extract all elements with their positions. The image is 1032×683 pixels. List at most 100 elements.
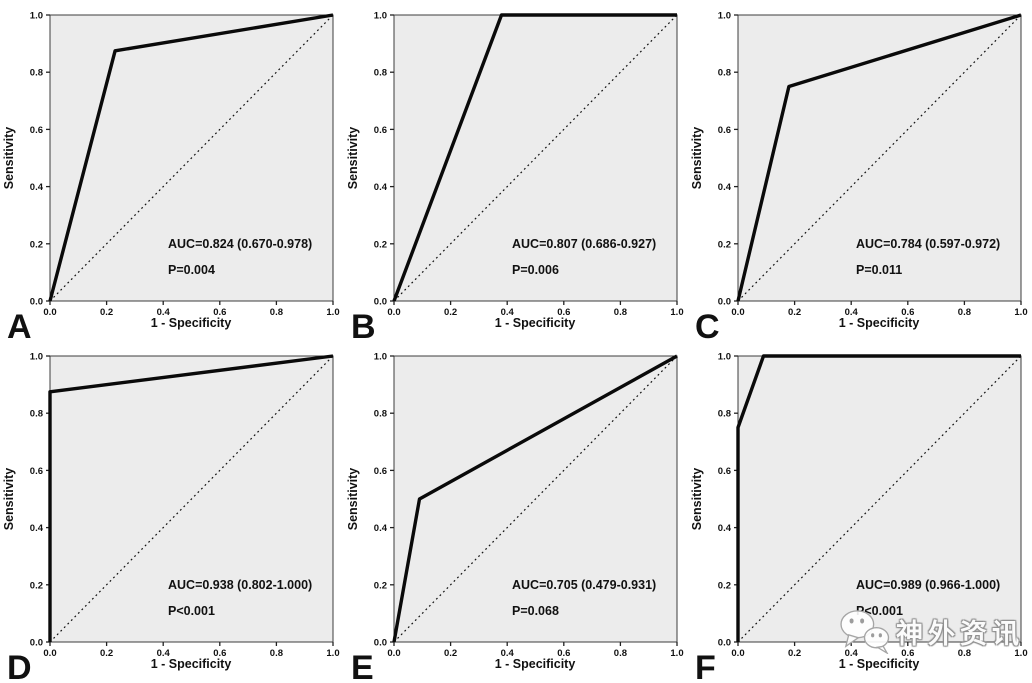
y-tick-label: 1.0	[30, 11, 43, 22]
x-tick-label: 0.8	[614, 307, 627, 318]
roc-panel-svg: 0.0 0.2 0.4 0.6 0.8 1.0 0.0 0.2 0.4 0.6 0.8 1.0 1 …	[346, 11, 684, 342]
y-tick-label: 0.0	[374, 297, 387, 308]
reference-diagonal-line	[393, 355, 678, 643]
y-tick-label: 0.8	[718, 68, 731, 79]
x-tick-label: 1.0	[326, 648, 339, 659]
x-axis-label: 1 - Specificity	[495, 657, 576, 671]
panel-letter: E	[351, 649, 374, 682]
y-axis-label: Sensitivity	[690, 468, 704, 531]
x-tick-label: 0.2	[788, 307, 801, 318]
y-tick-label: 0.2	[374, 580, 387, 591]
x-tick-label: 0.6	[213, 648, 226, 659]
x-tick-label: 0.0	[387, 307, 400, 318]
x-tick-label: 0.0	[731, 307, 744, 318]
x-tick-label: 0.8	[958, 648, 971, 659]
y-tick-label: 0.0	[30, 297, 43, 308]
reference-diagonal-line	[737, 14, 1022, 302]
x-tick-label: 0.4	[157, 648, 171, 659]
y-axis-label: Sensitivity	[346, 468, 360, 531]
auc-annotation: AUC=0.807 (0.686-0.927)	[512, 237, 656, 251]
y-tick-label: 1.0	[374, 11, 387, 22]
x-tick-label: 0.0	[731, 648, 744, 659]
y-tick-label: 0.8	[374, 409, 387, 420]
y-tick-label: 0.2	[374, 239, 387, 250]
y-tick-label: 0.8	[30, 409, 43, 420]
panel-letter: A	[7, 308, 32, 341]
x-tick-label: 0.4	[501, 648, 515, 659]
y-tick-label: 0.8	[30, 68, 43, 79]
x-tick-label: 0.8	[958, 307, 971, 318]
y-tick-label: 0.2	[718, 580, 731, 591]
x-tick-label: 0.4	[501, 307, 515, 318]
y-tick-label: 0.0	[30, 638, 43, 649]
y-tick-label: 0.4	[374, 523, 388, 534]
roc-curve	[48, 354, 334, 642]
roc-curve	[48, 13, 334, 302]
x-tick-label: 1.0	[326, 307, 339, 318]
x-tick-label: 0.2	[788, 648, 801, 659]
x-axis-ticks: 0.0 0.2 0.4 0.6 0.8 1.0	[731, 642, 1028, 659]
x-tick-label: 0.8	[270, 307, 283, 318]
reference-diagonal-line	[49, 355, 334, 643]
y-tick-label: 0.0	[718, 638, 731, 649]
x-axis-ticks: 0.0 0.2 0.4 0.6 0.8 1.0	[387, 642, 684, 659]
reference-diagonal-line	[49, 14, 334, 302]
y-tick-label: 0.6	[30, 466, 43, 477]
x-axis-label: 1 - Specificity	[495, 316, 576, 330]
x-tick-label: 0.6	[213, 307, 226, 318]
y-tick-label: 0.6	[30, 125, 43, 136]
y-axis-ticks: 0.0 0.2 0.4 0.6 0.8 1.0	[30, 11, 50, 308]
auc-annotation: AUC=0.824 (0.670-0.978)	[168, 237, 312, 251]
y-tick-label: 0.6	[718, 125, 731, 136]
p-value-annotation: P=0.011	[856, 263, 902, 277]
y-tick-label: 0.8	[718, 409, 731, 420]
roc-panel-svg: 0.0 0.2 0.4 0.6 0.8 1.0 0.0 0.2 0.4 0.6 0.8 1.0 1 …	[2, 11, 340, 342]
y-tick-label: 0.4	[30, 523, 44, 534]
x-axis-ticks: 0.0 0.2 0.4 0.6 0.8 1.0	[731, 301, 1028, 318]
p-value-annotation: P=0.006	[512, 263, 559, 277]
auc-annotation: AUC=0.938 (0.802-1.000)	[168, 578, 312, 592]
roc-curve	[392, 13, 677, 302]
y-tick-label: 0.6	[374, 466, 387, 477]
y-tick-label: 0.0	[374, 638, 387, 649]
x-tick-label: 1.0	[670, 307, 683, 318]
y-tick-label: 0.0	[718, 297, 731, 308]
x-tick-label: 0.2	[444, 648, 457, 659]
x-tick-label: 0.4	[845, 648, 859, 659]
y-axis-label: Sensitivity	[346, 127, 360, 190]
auc-annotation: AUC=0.705 (0.479-0.931)	[512, 578, 656, 592]
y-tick-label: 0.2	[30, 239, 43, 250]
x-tick-label: 0.0	[43, 648, 56, 659]
roc-panel-D: 0.0 0.2 0.4 0.6 0.8 1.0 0.0 0.2 0.4 0.6 0.8 1.0 1 …	[0, 341, 344, 683]
y-axis-label: Sensitivity	[2, 127, 16, 190]
x-axis-label: 1 - Specificity	[151, 657, 232, 671]
roc-panel-A: 0.0 0.2 0.4 0.6 0.8 1.0 0.0 0.2 0.4 0.6 0.8 1.0 1 …	[0, 0, 344, 342]
x-tick-label: 0.2	[444, 307, 457, 318]
y-tick-label: 1.0	[30, 352, 43, 363]
x-tick-label: 0.6	[557, 648, 570, 659]
roc-panel-svg: 0.0 0.2 0.4 0.6 0.8 1.0 0.0 0.2 0.4 0.6 0.8 1.0 1 …	[690, 352, 1028, 683]
p-value-annotation: P=0.004	[168, 263, 215, 277]
roc-panel-F: 0.0 0.2 0.4 0.6 0.8 1.0 0.0 0.2 0.4 0.6 0.8 1.0 1 …	[688, 341, 1032, 683]
y-tick-label: 0.6	[374, 125, 387, 136]
auc-annotation: AUC=0.784 (0.597-0.972)	[856, 237, 1000, 251]
panel-letter: D	[7, 649, 32, 682]
roc-panel-B: 0.0 0.2 0.4 0.6 0.8 1.0 0.0 0.2 0.4 0.6 0.8 1.0 1 …	[344, 0, 688, 342]
y-tick-label: 0.4	[30, 182, 44, 193]
panel-letter: F	[695, 649, 716, 682]
roc-curve	[392, 354, 678, 643]
x-axis-ticks: 0.0 0.2 0.4 0.6 0.8 1.0	[387, 301, 684, 318]
y-tick-label: 1.0	[374, 352, 387, 363]
reference-diagonal-line	[737, 355, 1022, 643]
x-axis-label: 1 - Specificity	[839, 316, 920, 330]
y-tick-label: 1.0	[718, 352, 731, 363]
x-axis-label: 1 - Specificity	[151, 316, 232, 330]
y-axis-ticks: 0.0 0.2 0.4 0.6 0.8 1.0	[30, 352, 50, 649]
x-tick-label: 0.0	[387, 648, 400, 659]
y-axis-label: Sensitivity	[690, 127, 704, 190]
x-tick-label: 0.8	[270, 648, 283, 659]
roc-panel-C: 0.0 0.2 0.4 0.6 0.8 1.0 0.0 0.2 0.4 0.6 0.8 1.0 1 …	[688, 0, 1032, 342]
x-tick-label: 0.0	[43, 307, 56, 318]
